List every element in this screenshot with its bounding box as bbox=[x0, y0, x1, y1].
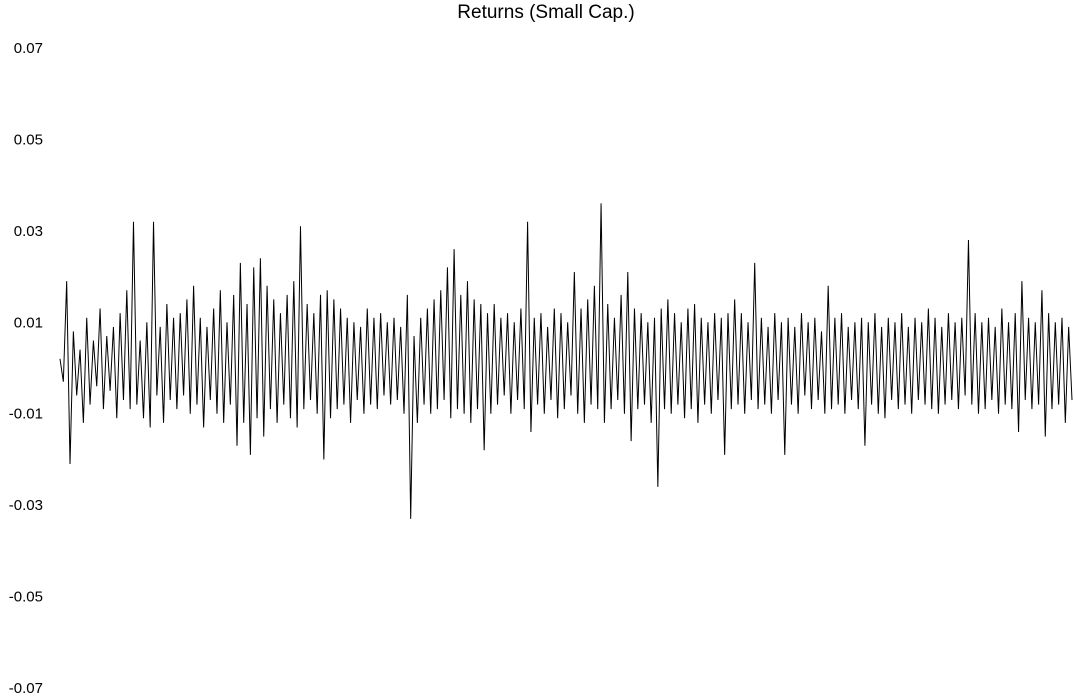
y-axis-tick-labels: 0.07 0.05 0.03 0.01 -0.01 -0.03 -0.05 -0.07 bbox=[9, 40, 43, 696]
series-line-0 bbox=[59, 203, 1073, 519]
y-tick-label: -0.05 bbox=[9, 589, 43, 606]
y-tick-label: 0.05 bbox=[14, 131, 43, 148]
chart-title: Returns (Small Cap.) bbox=[457, 2, 635, 23]
y-tick-label: 0.01 bbox=[14, 314, 43, 331]
y-tick-label: -0.01 bbox=[9, 406, 43, 423]
y-tick-label: -0.07 bbox=[9, 680, 43, 696]
y-tick-label: 0.03 bbox=[14, 223, 43, 240]
series-layer bbox=[59, 203, 1073, 519]
y-tick-label: -0.03 bbox=[9, 497, 43, 514]
y-tick-label: 0.07 bbox=[14, 40, 43, 57]
